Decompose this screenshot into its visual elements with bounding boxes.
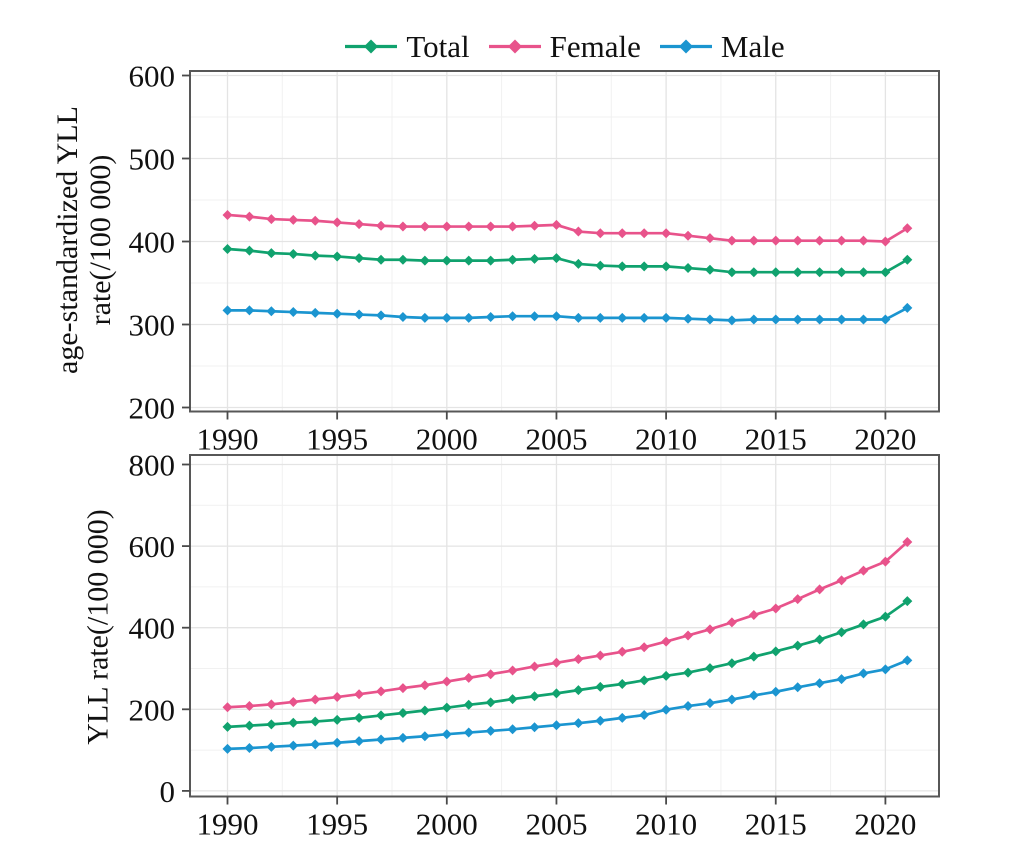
- x-tick-label: 1995: [306, 807, 368, 842]
- y-tick-label: 500: [129, 142, 176, 177]
- x-tick-label: 2015: [745, 807, 807, 842]
- series-line-female: [227, 213, 909, 243]
- series-line-male: [227, 659, 908, 751]
- series-markers-total: [222, 596, 913, 732]
- x-tick-label: 2010: [635, 807, 697, 842]
- x-tick-label: 2005: [525, 422, 587, 457]
- y-tick-label: 600: [129, 59, 176, 94]
- x-tick-label: 2010: [635, 422, 697, 457]
- y-tick-label: 0: [160, 774, 176, 809]
- series-line-total: [227, 247, 908, 274]
- y-tick-label: 300: [129, 308, 176, 343]
- x-tick-label: 2020: [854, 807, 916, 842]
- x-tick-label: 2000: [416, 807, 478, 842]
- x-tick-label: 1990: [197, 422, 259, 457]
- x-tick-label: 2005: [525, 807, 587, 842]
- x-tick-label: 2015: [745, 422, 807, 457]
- y-tick-label: 400: [129, 611, 176, 646]
- legend-key-male-icon: [659, 39, 712, 53]
- legend-key-total-icon: [345, 39, 398, 53]
- panel-border: [189, 454, 940, 798]
- legend-item-total: Total: [344, 28, 470, 64]
- x-tick-label: 2000: [416, 422, 478, 457]
- series-markers-female: [222, 209, 913, 247]
- y-tick-label: 200: [129, 692, 176, 727]
- legend-label-total: Total: [406, 28, 470, 64]
- panel-top: 200 300 400 500 600 1990 1995 2000 2005 2010 2015 2…: [129, 59, 940, 457]
- legend-label-male: Male: [720, 28, 785, 64]
- legend-label-female: Female: [549, 28, 641, 64]
- chart-legend: Total Female Male: [190, 24, 939, 68]
- x-tick-label: 1990: [197, 807, 259, 842]
- series-line-male: [227, 306, 908, 322]
- y-tick-label: 200: [129, 391, 176, 426]
- legend-item-female: Female: [488, 31, 641, 62]
- y-tick-label: 800: [129, 448, 176, 483]
- series-line-total: [227, 600, 909, 729]
- panel-bottom: 0 200 400 600 800 1990 1995 2000 2005 2010 2015 202…: [129, 448, 940, 842]
- series-markers-male: [222, 655, 913, 754]
- series-markers-total: [222, 243, 913, 278]
- y-tick-label: 600: [129, 529, 176, 564]
- x-tick-label: 2020: [854, 422, 916, 457]
- series-markers-male: [222, 302, 913, 326]
- x-tick-label: 1995: [306, 422, 368, 457]
- legend-key-female-icon: [488, 39, 541, 53]
- y-tick-label: 400: [129, 225, 176, 260]
- legend-item-male: Male: [659, 31, 785, 62]
- series-line-female: [227, 541, 909, 709]
